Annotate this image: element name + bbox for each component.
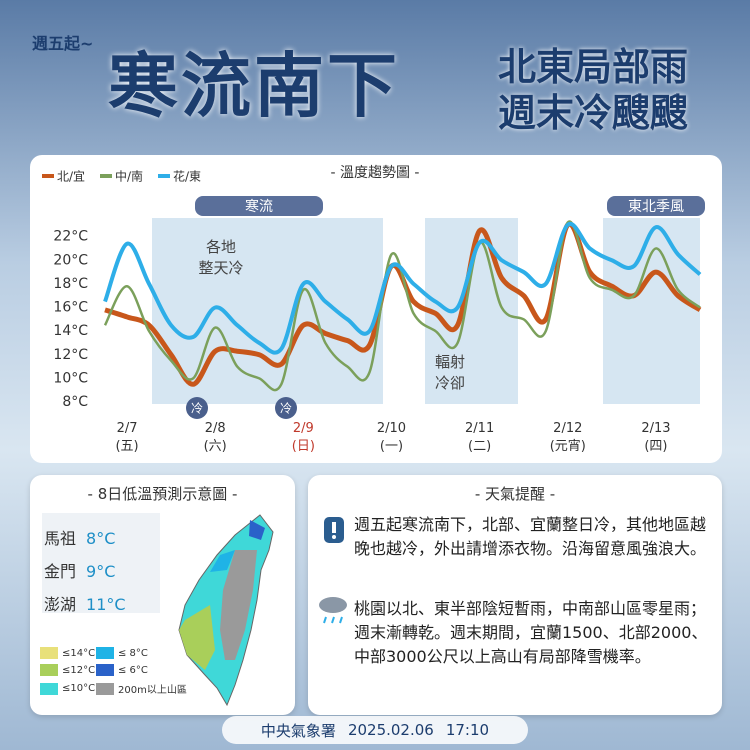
rain-icon (319, 597, 347, 624)
station-name: 馬祖 (44, 529, 77, 548)
legend-swatch (96, 682, 114, 695)
shade (603, 218, 700, 404)
subtitle: 北東局部雨 週末冷颼颼 (498, 44, 688, 136)
chart: - 溫度趨勢圖 - 寒流 東北季風 8°C 10°C 12°C 14°C 16°C 18°… (42, 165, 705, 454)
legend-swatch (40, 682, 58, 695)
map-card: - 8日低溫預測示意圖 - 馬祖 8°C 金門 9°C 澎湖 11°C ≤14°C ≤ 8°… (30, 475, 295, 715)
x-tick-label: 2/7 (117, 421, 138, 436)
y-tick-label: 10°C (53, 370, 88, 386)
station-name: 金門 (44, 562, 77, 581)
legend-swatch (96, 664, 114, 676)
panel-title: - 天氣提醒 - (474, 485, 556, 503)
x-tick-sublabel: (五) (115, 439, 138, 454)
date: 2025.02.06 (347, 721, 434, 739)
legend-label: ≤ 6°C (118, 664, 148, 676)
x-tick-label: 2/8 (205, 421, 226, 436)
y-tick-label: 18°C (53, 276, 88, 292)
legend-label: 花/東 (173, 169, 201, 184)
marker: 冷 (280, 402, 292, 416)
legend-label: 北/宜 (57, 169, 85, 184)
x-tick-sublabel: (日) (292, 439, 315, 454)
shade (152, 218, 383, 404)
legend-swatch (40, 647, 58, 659)
band-label: 東北季風 (628, 199, 684, 215)
band-label: 寒流 (245, 198, 273, 215)
legend-swatch (40, 664, 58, 676)
band-label-bg (195, 196, 323, 216)
x-tick-label: 2/13 (641, 421, 670, 436)
marker-bg (186, 397, 208, 419)
reminder-text: 桃園以北、東半部陰短暫雨，中南部山區零星雨；週末漸轉乾。週末期間，宜蘭1500、… (354, 599, 708, 666)
station: 澎湖 11°C (44, 591, 126, 615)
y-tick-label: 14°C (53, 323, 88, 339)
legend-item: ≤14°C (40, 647, 96, 659)
main-title: 寒流南下 (108, 45, 400, 127)
panel-title: - 8日低溫預測示意圖 - (87, 485, 238, 503)
marker: 冷 (191, 402, 203, 416)
x-tick-label: 2/12 (553, 421, 582, 436)
map (178, 514, 274, 707)
x-tick-label: 2/10 (377, 421, 406, 436)
subtitle-line: 北東局部雨 (498, 45, 689, 89)
x-tick-sublabel: (元宵) (550, 438, 586, 454)
station-temp: 9°C (86, 562, 116, 581)
legend-item: ≤10°C (40, 681, 96, 696)
station: 馬祖 8°C (44, 525, 115, 549)
legend-label: ≤10°C (62, 683, 96, 694)
y-tick-label: 16°C (53, 300, 88, 316)
legend-item: ≤ 6°C (96, 664, 190, 676)
y-tick-label: 8°C (62, 394, 88, 410)
station-box (42, 513, 160, 613)
marker-bg (275, 397, 297, 419)
x-tick-label: 2/9 (293, 421, 314, 436)
band-label-bg (607, 196, 705, 216)
x-tick-label: 2/11 (465, 421, 494, 436)
y-tick-label: 20°C (53, 252, 88, 268)
reminder-text: 週五起寒流南下，北部、宜蘭整日冷，其他地區越晚也越冷，外出請增添衣物。沿海留意風… (354, 515, 707, 558)
station-temp: 11°C (86, 595, 126, 614)
chart-title: - 溫度趨勢圖 - (330, 165, 419, 181)
legend-label: 中/南 (115, 169, 143, 184)
footer: 中央氣象署 2025.02.06 17:10 (222, 716, 528, 744)
x-tick-sublabel: (四) (644, 439, 667, 454)
x-tick-sublabel: (二) (468, 439, 491, 454)
y-tick-label: 22°C (53, 229, 88, 245)
reminder-card: - 天氣提醒 - 週五起寒流南下，北部、宜蘭整日冷，其他地區越晚也越冷，外出請增… (308, 475, 722, 715)
x-tick-sublabel: (一) (380, 439, 403, 454)
subtitle-line: 週末冷颼颼 (498, 91, 689, 135)
legend-item: ≤ 8°C (96, 647, 190, 659)
station-temp: 8°C (86, 529, 116, 548)
series-line (103, 221, 702, 355)
series-line (103, 220, 701, 392)
agency: 中央氣象署 (260, 721, 336, 740)
legend-label: ≤12°C (62, 664, 96, 676)
alert-icon (324, 517, 344, 543)
legend-label: 200m以上山區 (118, 685, 187, 696)
legend-label: ≤ 8°C (118, 647, 148, 659)
legend-swatch (96, 647, 114, 659)
kicker: 週五起~ (32, 34, 94, 53)
time: 17:10 (445, 721, 490, 739)
legend-item: 200m以上山區 (96, 681, 190, 696)
annotation: 各地整天冷 (198, 238, 243, 277)
legend-item: ≤12°C (40, 664, 96, 676)
y-tick-label: 12°C (53, 347, 88, 363)
station-name: 澎湖 (44, 595, 77, 614)
legend-label: ≤14°C (62, 647, 96, 659)
station: 金門 9°C (44, 558, 115, 582)
annotation: 輻射冷卻 (435, 353, 465, 392)
series-line (104, 221, 702, 387)
x-tick-sublabel: (六) (204, 439, 227, 454)
